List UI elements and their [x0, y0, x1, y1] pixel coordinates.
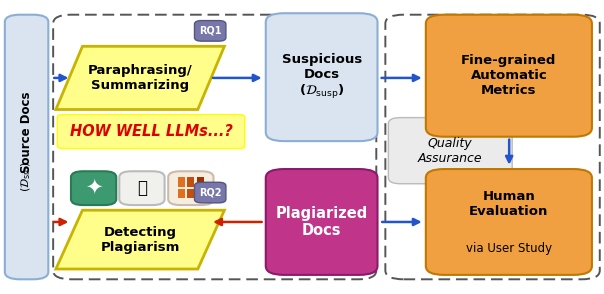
FancyBboxPatch shape [266, 13, 378, 141]
FancyBboxPatch shape [168, 171, 214, 205]
Text: ($\mathcal{D}_{\mathrm{src}}$): ($\mathcal{D}_{\mathrm{src}}$) [20, 161, 33, 192]
Text: Source Docs: Source Docs [20, 91, 33, 173]
FancyBboxPatch shape [187, 177, 194, 187]
Text: Detecting
Plagiarism: Detecting Plagiarism [100, 225, 180, 254]
Polygon shape [56, 210, 225, 269]
FancyBboxPatch shape [385, 15, 600, 279]
Text: RQ1: RQ1 [199, 26, 222, 36]
Text: Suspicious
Docs
($\mathcal{D}_{\mathrm{susp}}$): Suspicious Docs ($\mathcal{D}_{\mathrm{s… [281, 53, 362, 101]
FancyBboxPatch shape [57, 115, 245, 148]
Text: Quality
Assurance: Quality Assurance [418, 137, 483, 165]
FancyBboxPatch shape [194, 182, 226, 203]
FancyBboxPatch shape [426, 15, 592, 137]
FancyBboxPatch shape [266, 169, 378, 275]
FancyBboxPatch shape [426, 169, 592, 275]
Text: Paraphrasing/
Summarizing: Paraphrasing/ Summarizing [88, 64, 193, 92]
Text: Human
Evaluation: Human Evaluation [469, 190, 548, 218]
FancyBboxPatch shape [197, 177, 204, 187]
Text: RQ2: RQ2 [199, 188, 222, 198]
FancyBboxPatch shape [197, 189, 204, 198]
FancyBboxPatch shape [178, 189, 185, 198]
Text: Plagiarized
Docs: Plagiarized Docs [275, 206, 368, 238]
FancyBboxPatch shape [178, 177, 185, 187]
FancyBboxPatch shape [53, 15, 376, 279]
Text: 🦙: 🦙 [137, 179, 147, 197]
FancyBboxPatch shape [119, 171, 164, 205]
Polygon shape [56, 46, 225, 110]
FancyBboxPatch shape [71, 171, 116, 205]
FancyBboxPatch shape [187, 189, 194, 198]
Text: HOW WELL LLMs...?: HOW WELL LLMs...? [69, 124, 233, 139]
FancyBboxPatch shape [388, 118, 512, 184]
Text: Fine-grained
Automatic
Metrics: Fine-grained Automatic Metrics [461, 54, 556, 97]
FancyBboxPatch shape [5, 15, 48, 279]
Text: ✦: ✦ [85, 178, 102, 198]
FancyBboxPatch shape [194, 21, 226, 41]
Text: via User Study: via User Study [466, 242, 552, 255]
